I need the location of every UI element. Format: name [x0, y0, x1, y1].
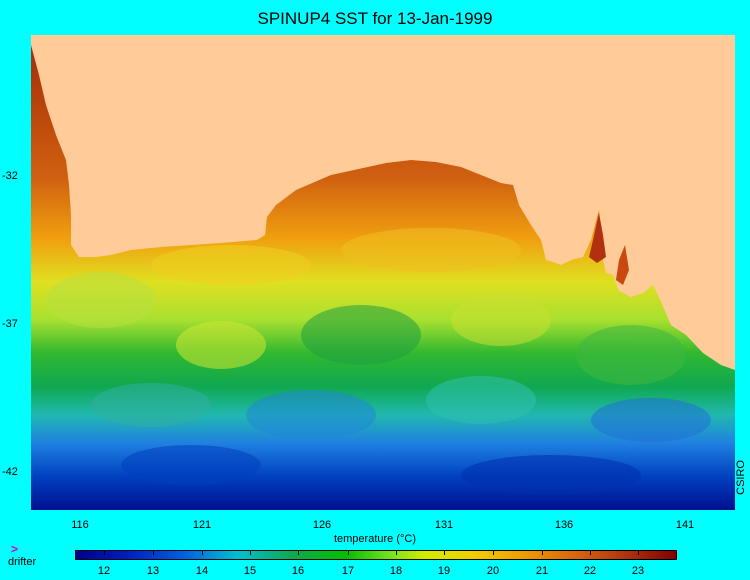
x-tick-label: 116 [71, 519, 89, 531]
colorbar-title: temperature (°C) [333, 533, 417, 545]
colorbar-label: 20 [486, 565, 500, 577]
gulf-st-vincent [616, 245, 629, 285]
colorbar-label: 16 [291, 565, 305, 577]
credit-label: CSIRO [735, 460, 747, 495]
colorbar [75, 550, 677, 560]
colorbar-tick [153, 551, 154, 555]
x-tick-label: 141 [675, 519, 695, 531]
colorbar-tick [104, 551, 105, 555]
colorbar-label: 21 [535, 565, 549, 577]
x-tick-label: 136 [554, 519, 574, 531]
colorbar-tick [444, 551, 445, 555]
colorbar-tick [348, 551, 349, 555]
sst-map-svg [31, 35, 735, 510]
colorbar-label: 19 [437, 565, 451, 577]
colorbar-label: 18 [389, 565, 403, 577]
page-title: SPINUP4 SST for 13-Jan-1999 [257, 9, 493, 28]
colorbar-tick [590, 551, 591, 555]
colorbar-tick [396, 551, 397, 555]
colorbar-label: 23 [631, 565, 645, 577]
land-mass [31, 35, 735, 370]
drifter-marker-icon: > [11, 542, 19, 556]
colorbar-label: 12 [97, 565, 111, 577]
y-tick-label: -42 [2, 466, 18, 478]
colorbar-label: 17 [341, 565, 355, 577]
legend-label: drifter [8, 556, 37, 568]
colorbar-tick [542, 551, 543, 555]
colorbar-label: 13 [146, 565, 160, 577]
colorbar-tick [250, 551, 251, 555]
eddy-features [46, 228, 711, 495]
x-tick-label: 126 [312, 519, 332, 531]
x-tick-label: 121 [192, 519, 212, 531]
spencer-gulf [589, 213, 606, 263]
y-tick-label: -37 [2, 318, 18, 330]
sst-map [31, 35, 735, 510]
colorbar-tick [298, 551, 299, 555]
colorbar-label: 22 [583, 565, 597, 577]
colorbar-tick [638, 551, 639, 555]
colorbar-tick [202, 551, 203, 555]
x-tick-label: 131 [434, 519, 454, 531]
colorbar-label: 14 [195, 565, 209, 577]
y-tick-label: -32 [2, 170, 18, 182]
colorbar-label: 15 [243, 565, 257, 577]
colorbar-tick [493, 551, 494, 555]
